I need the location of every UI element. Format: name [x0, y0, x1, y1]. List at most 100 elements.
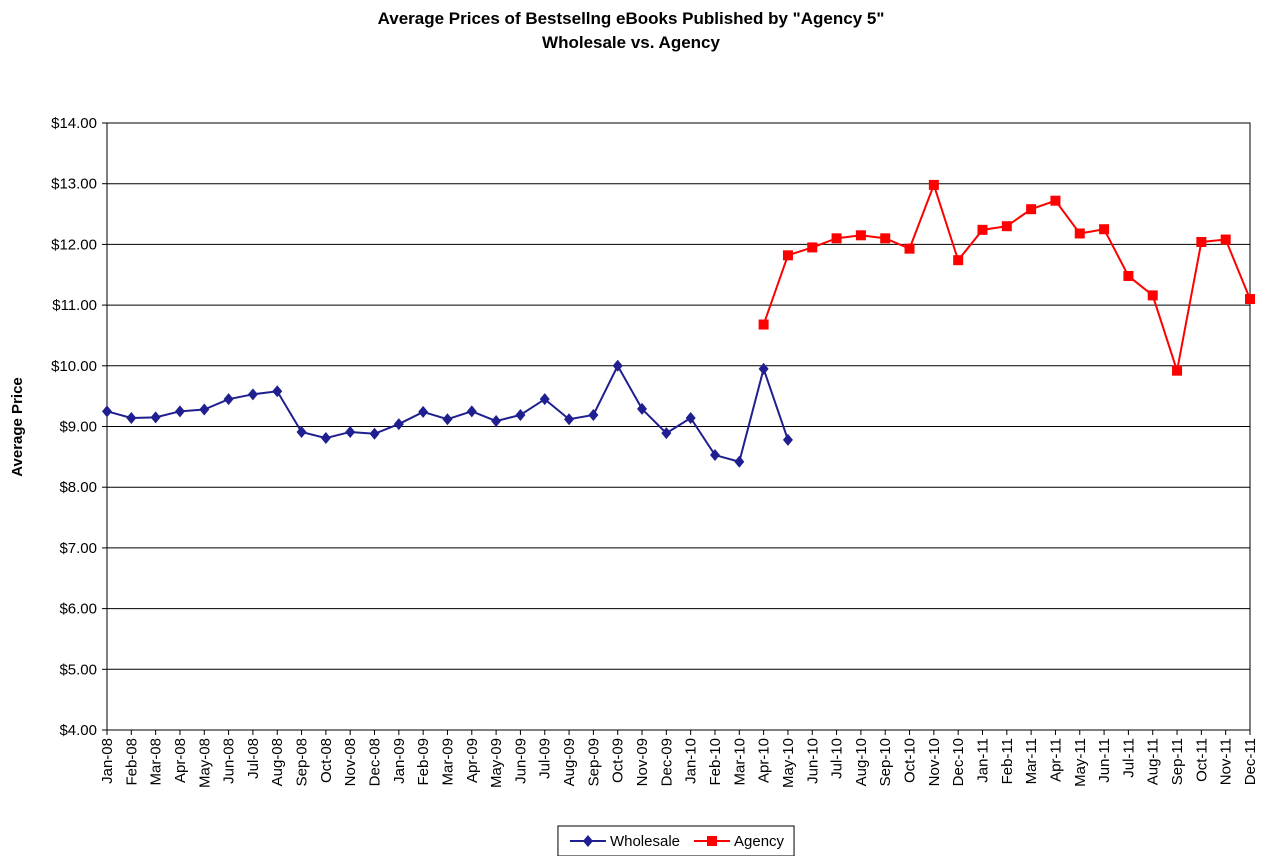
- y-tick-label: $10.00: [51, 358, 97, 375]
- series-line: [762, 181, 1251, 371]
- y-tick-label: $13.00: [51, 176, 97, 193]
- x-tick-label: Jul-09: [537, 738, 554, 779]
- marker: [953, 255, 964, 266]
- marker: [199, 403, 210, 416]
- y-axis-title: Average Price: [9, 377, 26, 477]
- marker: [1172, 365, 1183, 376]
- marker: [345, 425, 356, 438]
- marker: [174, 405, 185, 418]
- marker: [1123, 270, 1134, 281]
- marker: [1001, 221, 1012, 232]
- legend: Wholesale Agency: [557, 825, 795, 856]
- marker: [880, 233, 891, 244]
- x-tick-label: Jan-10: [683, 738, 700, 784]
- y-tick-label: $6.00: [59, 601, 97, 618]
- y-tick-label: $14.00: [51, 115, 97, 132]
- y-tick-label: $5.00: [59, 661, 97, 678]
- x-tick-label: Sep-09: [585, 738, 602, 786]
- marker: [1196, 236, 1207, 247]
- x-tick-label: Dec-10: [950, 738, 967, 786]
- x-tick-label: Feb-10: [707, 738, 724, 786]
- legend-marker: [582, 835, 593, 847]
- marker: [709, 449, 720, 462]
- marker: [612, 359, 623, 372]
- marker: [1026, 204, 1037, 215]
- marker: [734, 455, 745, 468]
- x-tick-label: Oct-08: [318, 738, 335, 783]
- x-tick-label: Jun-11: [1096, 738, 1113, 783]
- x-tick-label: Nov-11: [1218, 738, 1235, 785]
- x-tick-label: Aug-09: [561, 738, 578, 786]
- legend-label: Wholesale: [610, 833, 680, 850]
- x-tick-label: Jan-11: [974, 738, 991, 783]
- chart-subtitle: Wholesale vs. Agency: [542, 33, 720, 52]
- marker: [126, 412, 137, 425]
- marker: [491, 415, 502, 428]
- marker: [1245, 294, 1255, 305]
- x-tick-label: Jul-08: [245, 738, 262, 779]
- marker: [320, 432, 331, 445]
- y-tick-label: $12.00: [51, 236, 97, 253]
- marker: [442, 413, 453, 426]
- x-tick-label: Feb-11: [999, 738, 1016, 784]
- marker: [102, 405, 112, 418]
- marker: [928, 179, 939, 190]
- marker: [782, 250, 793, 261]
- legend-label: Agency: [734, 833, 785, 850]
- x-tick-label: Aug-08: [269, 738, 286, 786]
- y-tick-label: $4.00: [59, 722, 97, 739]
- x-tick-label: Dec-08: [367, 738, 384, 786]
- x-tick-label: Apr-11: [1047, 738, 1064, 782]
- x-tick-label: Jun-09: [512, 738, 529, 784]
- x-tick-label: Aug-11: [1145, 738, 1162, 785]
- x-tick-label: Jun-08: [221, 738, 238, 784]
- y-tick-label: $8.00: [59, 479, 97, 496]
- x-tick-label: Sep-11: [1169, 738, 1186, 785]
- x-tick-label: Oct-11: [1193, 738, 1210, 782]
- x-tick-label: May-10: [780, 738, 797, 788]
- x-tick-label: Oct-10: [902, 738, 919, 783]
- x-tick-label: Nov-09: [634, 738, 651, 786]
- marker: [637, 402, 648, 415]
- marker: [685, 412, 696, 425]
- marker: [1099, 224, 1110, 235]
- x-tick-label: Jan-08: [99, 738, 116, 784]
- x-tick-label: Aug-10: [853, 738, 870, 786]
- marker: [369, 427, 380, 440]
- x-tick-label: Feb-09: [415, 738, 432, 786]
- x-tick-label: Nov-10: [926, 738, 943, 786]
- x-tick-label: May-08: [196, 738, 213, 788]
- x-tick-label: Apr-08: [172, 738, 189, 783]
- x-tick-label: Dec-11: [1242, 738, 1259, 785]
- y-tick-label: $11.00: [52, 297, 97, 314]
- x-tick-label: Mar-10: [731, 738, 748, 786]
- x-tick-label: Mar-11: [1023, 738, 1040, 784]
- x-tick-label: Jun-10: [804, 738, 821, 784]
- marker: [807, 242, 818, 253]
- marker: [904, 243, 915, 254]
- x-tick-label: Apr-10: [756, 738, 773, 783]
- marker: [393, 418, 404, 431]
- x-tick-label: Mar-09: [439, 738, 456, 786]
- marker: [1220, 234, 1231, 245]
- marker: [855, 230, 866, 241]
- x-tick-label: Dec-09: [658, 738, 675, 786]
- marker: [977, 224, 988, 235]
- marker: [588, 408, 599, 421]
- x-tick-label: May-11: [1072, 738, 1089, 787]
- marker: [564, 413, 575, 426]
- marker: [758, 362, 769, 375]
- marker: [1074, 228, 1085, 239]
- marker: [515, 408, 526, 421]
- legend-marker: [707, 836, 717, 846]
- x-tick-label: Sep-08: [294, 738, 311, 786]
- x-tick-label: Oct-09: [610, 738, 627, 783]
- x-tick-label: Jul-11: [1120, 738, 1137, 778]
- x-tick-label: Mar-08: [148, 738, 165, 786]
- x-tick-label: Apr-09: [464, 738, 481, 783]
- marker: [272, 385, 283, 398]
- x-tick-label: Jan-09: [391, 738, 408, 784]
- marker: [418, 405, 429, 418]
- y-tick-label: $7.00: [59, 540, 97, 557]
